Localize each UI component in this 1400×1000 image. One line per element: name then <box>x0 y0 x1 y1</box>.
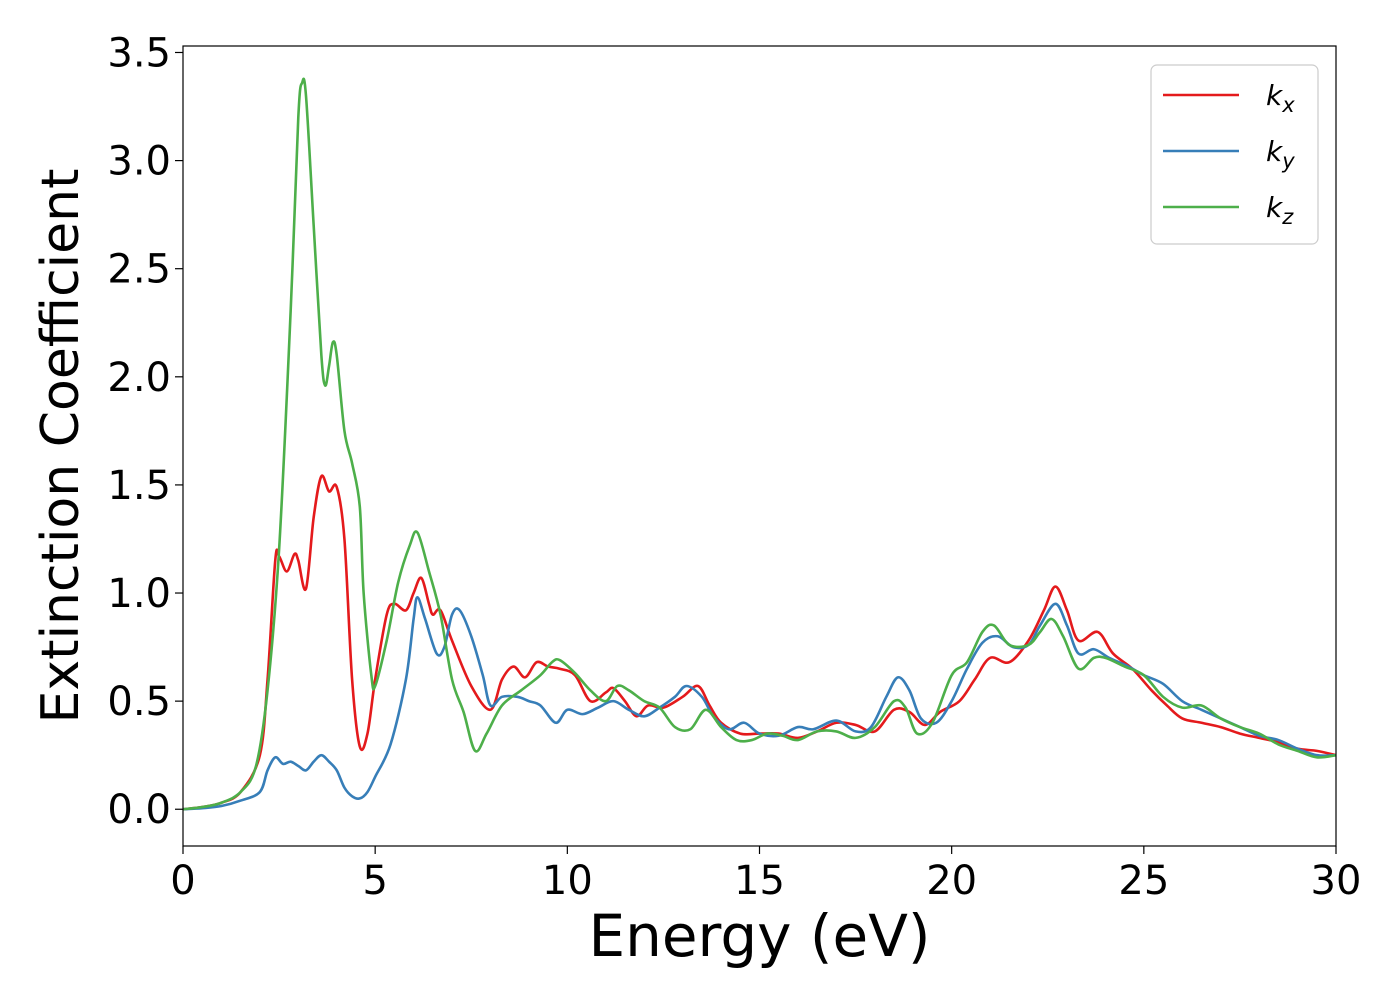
x-tick-label: 30 <box>1311 858 1362 904</box>
series-line-z <box>183 77 1336 811</box>
y-tick-label: 3.5 <box>107 30 171 76</box>
x-axis-label: Energy (eV) <box>588 902 930 970</box>
y-tick-label: 2.5 <box>107 247 171 293</box>
legend: kx ky kz <box>1150 64 1319 245</box>
series-line-x <box>183 474 1336 811</box>
legend-label-x: kx <box>1266 79 1295 117</box>
x-tick-label: 25 <box>1118 858 1169 904</box>
series-line-y <box>183 596 1336 811</box>
legend-label-z: kz <box>1266 191 1294 229</box>
y-tick-label: 0.0 <box>107 787 171 833</box>
y-axis-ticks: 0.0 0.5 1.0 1.5 2.0 2.5 3.0 3.5 <box>107 30 183 833</box>
y-tick-label: 1.0 <box>107 571 171 617</box>
y-axis-label: Extinction Coefficient <box>31 169 91 724</box>
x-axis-ticks: 0 5 10 15 20 25 30 <box>170 846 1361 904</box>
y-tick-label: 2.0 <box>107 355 171 401</box>
y-tick-label: 1.5 <box>107 463 171 509</box>
x-tick-label: 20 <box>926 858 977 904</box>
plot-frame <box>182 45 1337 847</box>
x-tick-label: 15 <box>734 858 785 904</box>
y-tick-label: 3.0 <box>107 139 171 185</box>
legend-label-y: ky <box>1266 135 1295 173</box>
y-tick-label: 0.5 <box>107 679 171 725</box>
series-layer <box>183 77 1336 811</box>
x-tick-label: 0 <box>170 858 195 904</box>
legend-box <box>1150 64 1319 245</box>
x-tick-label: 5 <box>362 858 387 904</box>
x-tick-label: 10 <box>542 858 593 904</box>
